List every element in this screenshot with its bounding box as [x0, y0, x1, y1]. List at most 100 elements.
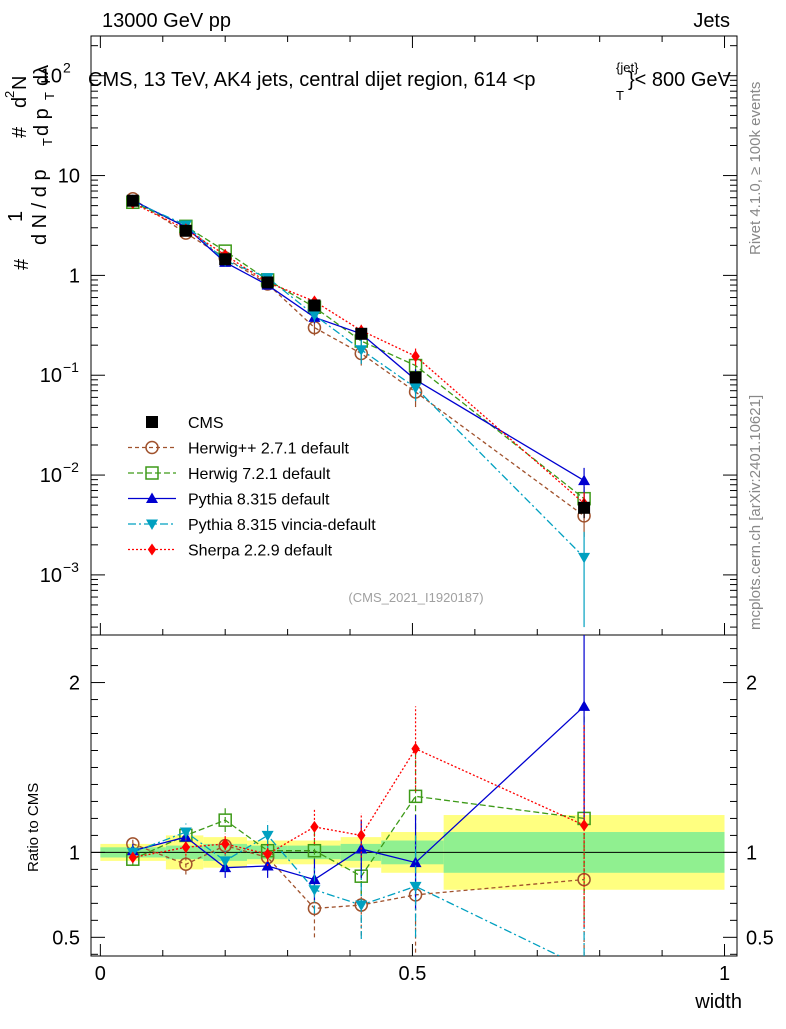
ratio-point-sherpa-2-2-9-default — [357, 829, 366, 842]
ratio-point-pythia-8-315-vincia-default — [355, 900, 368, 912]
ratio-point-herwig-7-2-1-default — [218, 813, 232, 827]
ylabel-den-sub: T — [40, 138, 55, 146]
legend-marker-pythia-8-315-default — [146, 492, 158, 503]
ratio-point-sherpa-2-2-9-default — [411, 742, 420, 755]
y-tick-label-ratio-right: 0.5 — [746, 927, 774, 949]
point-cms — [578, 501, 591, 514]
legend-label-cms: CMS — [188, 415, 224, 432]
legend-label-herwig-7-2-1-default: Herwig 7.2.1 default — [188, 466, 331, 483]
ratio-point-pythia-8-315-default — [578, 700, 591, 711]
ratio-point-herwig-7-2-1-default — [307, 843, 322, 858]
ylabel-num-sup: 2 — [2, 91, 17, 98]
legend-marker-sherpa-2-2-9-default — [147, 543, 157, 556]
series-line-pythia-8-315-default — [132, 199, 585, 482]
legend-label-sherpa-2-2-9-default: Sherpa 2.2.9 default — [188, 543, 333, 560]
point-cms — [308, 299, 321, 312]
y-tick-label-main: 10 — [40, 565, 62, 587]
legend-marker-cms — [146, 416, 158, 428]
point-cms — [409, 371, 422, 384]
y-tick-label-exp: 2 — [63, 60, 71, 76]
ylabel-den: d N / d p — [29, 169, 51, 245]
point-pythia-8-315-vincia-default — [409, 383, 422, 394]
legend-label-pythia-8-315-vincia-default: Pythia 8.315 vincia-default — [188, 517, 376, 534]
series-line-pythia-8-315-vincia-default — [132, 200, 585, 558]
ratio-series-group — [126, 635, 591, 974]
legend-marker-herwig-2-7-1-default — [145, 440, 159, 455]
legend-label-pythia-8-315-default: Pythia 8.315 default — [188, 492, 330, 509]
legend-marker-pythia-8-315-vincia-default — [146, 519, 158, 530]
side-label-top: Rivet 4.1.0, ≥ 100k events — [747, 82, 764, 255]
ratio-line-sherpa-2-2-9-default — [132, 747, 585, 859]
x-tick-label: 1 — [719, 963, 730, 985]
ratio-point-sherpa-2-2-9-default — [310, 820, 319, 833]
y-tick-label-ratio: 0.5 — [52, 927, 80, 949]
series-line-herwig-2-7-1-default — [132, 198, 585, 517]
side-label-bottom: mcplots.cern.ch [arXiv:2401.10621] — [747, 395, 764, 630]
y-tick-label-main: 10 — [40, 365, 62, 387]
plot-title-main: CMS, 13 TeV, AK4 jets, central dijet reg… — [88, 69, 536, 91]
header-right: Jets — [693, 10, 730, 32]
y-tick-label-main: 10 — [40, 66, 62, 88]
plot-title-end: }< 800 GeV — [628, 69, 732, 91]
point-pythia-8-315-vincia-default — [355, 345, 368, 356]
ratio-panel-frame — [90, 634, 738, 957]
ratio-line-pythia-8-315-vincia-default — [132, 831, 561, 956]
y-axis-label-ratio: Ratio to CMS — [25, 783, 42, 872]
point-cms — [179, 224, 192, 237]
header-left: 13000 GeV pp — [102, 10, 231, 32]
y-tick-label-ratio-right: 2 — [746, 673, 757, 695]
point-pythia-8-315-vincia-default — [578, 552, 591, 564]
ratio-point-pythia-8-315-vincia-default — [179, 827, 192, 839]
ratio-point-herwig-2-7-1-default — [179, 857, 193, 872]
ratio-point-pythia-8-315-vincia-default — [578, 963, 590, 974]
point-sherpa-2-2-9-default — [411, 350, 420, 363]
ratio-point-pythia-8-315-vincia-default — [261, 830, 274, 842]
ratio-point-sherpa-2-2-9-default — [263, 848, 272, 861]
ratio-point-sherpa-2-2-9-default — [128, 851, 138, 864]
ratio-line-herwig-2-7-1-default — [132, 843, 585, 910]
ylabel-den2-sub: T — [42, 92, 57, 100]
ratio-point-pythia-8-315-vincia-default — [409, 881, 422, 893]
x-axis-label: width — [694, 991, 742, 1013]
ylabel-hash1: # — [11, 258, 33, 270]
ratio-point-pythia-8-315-vincia-default — [219, 856, 232, 867]
x-tick-label: 0.5 — [399, 963, 427, 985]
y-tick-label-ratio-right: 1 — [746, 842, 757, 864]
series-layer — [126, 192, 591, 974]
ratio-point-pythia-8-315-vincia-default — [308, 885, 321, 896]
point-cms — [261, 276, 274, 289]
plot-title-sub: T — [616, 88, 624, 103]
legend-marker-herwig-7-2-1-default — [145, 466, 159, 480]
y-tick-label-main: 10 — [58, 166, 80, 188]
point-cms — [355, 327, 368, 340]
point-cms — [126, 194, 139, 207]
x-tick-label: 0 — [95, 963, 106, 985]
ratio-point-sherpa-2-2-9-default — [181, 841, 191, 854]
point-cms — [219, 253, 232, 266]
series-line-sherpa-2-2-9-default — [132, 202, 585, 504]
watermark: (CMS_2021_I1920187) — [348, 590, 483, 605]
plot-title: CMS, 13 TeV, AK4 jets, central dijet reg… — [88, 60, 732, 103]
y-tick-label-exp: −3 — [63, 559, 79, 575]
y-tick-label-ratio: 1 — [69, 842, 80, 864]
legend-label-herwig-2-7-1-default: Herwig++ 2.7.1 default — [188, 441, 350, 458]
ratio-point-sherpa-2-2-9-default — [579, 819, 589, 832]
y-tick-label-exp: −2 — [63, 459, 79, 475]
y-tick-label-ratio: 2 — [69, 673, 80, 695]
ylabel-one: 1 — [5, 211, 27, 222]
point-pythia-8-315-default — [578, 474, 591, 486]
ylabel-num: d — [9, 97, 31, 108]
ylabel-hash2: # — [9, 126, 31, 138]
y-tick-label-main: 1 — [69, 265, 80, 287]
y-tick-label-main: 10 — [40, 465, 62, 487]
ylabel-den2-end: dλ — [31, 65, 53, 86]
point-pythia-8-315-vincia-default — [308, 310, 321, 322]
ylabel-den2: d p — [31, 108, 53, 136]
legend: CMS Herwig++ 2.7.1 default Herwig 7.2.1 de… — [128, 415, 376, 560]
plot-title-sup: {jet} — [616, 60, 639, 75]
ratio-point-sherpa-2-2-9-default — [220, 837, 230, 850]
y-tick-label-exp: −1 — [63, 359, 79, 375]
